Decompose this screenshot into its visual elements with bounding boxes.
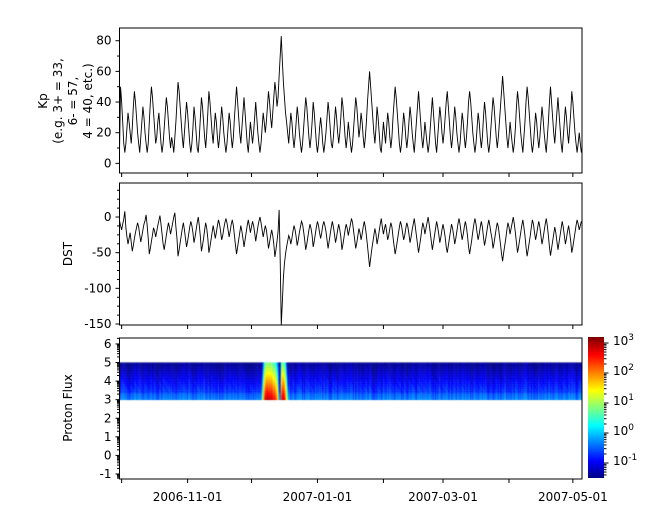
y-tick-label: 40 — [96, 95, 111, 109]
y-tick-label: 60 — [96, 64, 111, 78]
kp-axis-label-line: 4 = 40, etc.) — [81, 62, 95, 139]
kp-axis-label-line: 6- = 57, — [66, 76, 80, 125]
colorbar-tick-label: 103 — [613, 333, 635, 348]
dst-panel-frame — [119, 182, 583, 326]
dst-series-line — [119, 209, 582, 326]
y-tick-label: 1 — [104, 430, 112, 444]
y-tick-label: 0 — [104, 448, 112, 462]
y-tick-label: -100 — [84, 281, 111, 295]
colorbar-tick-label: 101 — [613, 393, 635, 408]
y-tick-label: 5 — [104, 356, 112, 370]
colorbar — [588, 337, 604, 478]
y-tick-label: 20 — [96, 126, 111, 140]
proton-flux-axis-label: Proton Flux — [61, 374, 75, 442]
dst-axis-label: DST — [61, 241, 75, 267]
y-tick-label: -150 — [84, 317, 111, 331]
y-tick-label: 2 — [104, 411, 112, 425]
y-tick-label: -50 — [92, 246, 112, 260]
colorbar-tick-label: 10-1 — [613, 453, 638, 468]
y-tick-label: 4 — [104, 374, 112, 388]
kp-axis-label: Kp (e.g. 3+ = 33, 6- = 57, 4 = 40, etc.) — [36, 41, 96, 161]
y-tick-label: 80 — [96, 34, 111, 48]
y-tick-label: 0 — [104, 156, 112, 170]
x-tick-label: 2007-01-01 — [282, 490, 353, 504]
x-tick-label: 2007-05-01 — [537, 490, 608, 504]
x-tick-label: 2007-03-01 — [408, 490, 478, 504]
proton-flux-panel-frame — [119, 337, 583, 480]
kp-series-line — [119, 36, 582, 153]
kp-axis-label-line: Kp — [36, 92, 50, 109]
proton-flux-spectrogram — [119, 338, 582, 479]
y-tick-label: -1 — [100, 467, 112, 481]
colorbar-tick-label: 100 — [613, 423, 635, 438]
y-tick-label: 0 — [104, 210, 112, 224]
y-tick-label: 3 — [104, 393, 112, 407]
colorbar-tick-label: 102 — [613, 363, 635, 378]
y-tick-label: 6 — [104, 337, 112, 351]
kp-axis-label-line: (e.g. 3+ = 33, — [51, 57, 65, 144]
x-tick-label: 2006-11-01 — [152, 490, 223, 504]
kp-panel-frame — [119, 27, 583, 174]
